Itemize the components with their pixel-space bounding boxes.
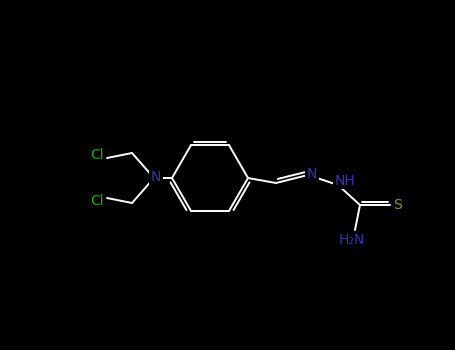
Text: S: S [394, 198, 402, 212]
Text: N: N [307, 167, 317, 181]
Text: NH: NH [334, 174, 355, 188]
Text: N: N [151, 170, 161, 184]
Text: H₂N: H₂N [339, 233, 365, 247]
Text: Cl: Cl [90, 194, 104, 208]
Text: Cl: Cl [90, 148, 104, 162]
